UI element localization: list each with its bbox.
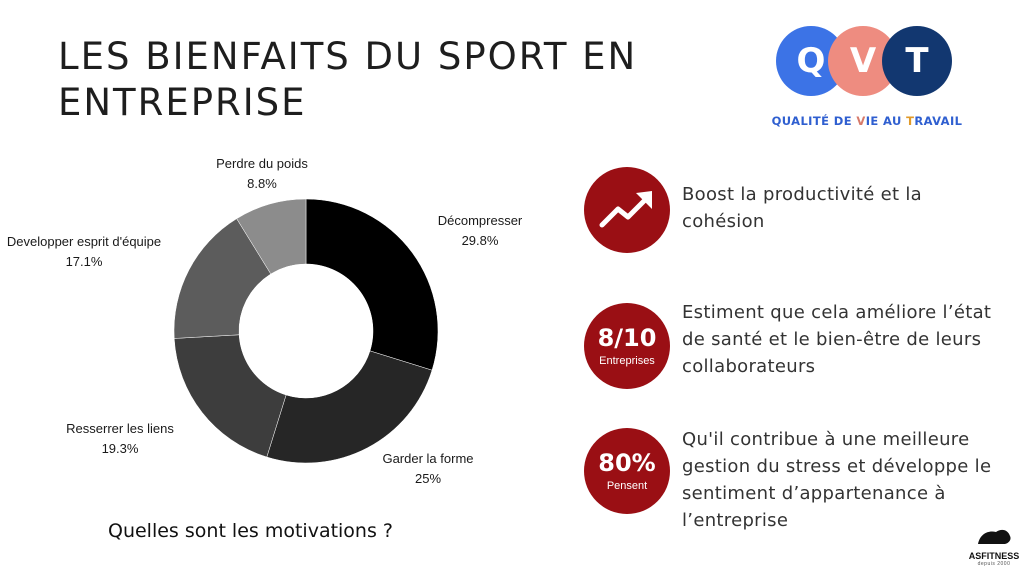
brand-since: depuis 2000 — [977, 561, 1011, 567]
slice-value-4: 8.8% — [247, 176, 277, 191]
slice-label-0: Décompresser — [438, 213, 523, 228]
slice-label-2: Resserrer les liens — [66, 421, 174, 436]
stat-badge: 8/10 Entreprises — [584, 303, 670, 389]
tagline-part: IE AU — [865, 114, 907, 128]
slice-value-0: 29.8% — [462, 233, 499, 248]
tagline-part: V — [856, 114, 866, 128]
stat-productivity: Boost la productivité et la cohésion — [584, 167, 1004, 257]
slice-label-4: Perdre du poids — [216, 156, 308, 171]
slice-value-2: 19.3% — [102, 441, 139, 456]
qvt-logo: Q V T QUALITÉ DE VIE AU TRAVAIL — [762, 20, 972, 138]
stat-text: Boost la productivité et la cohésion — [682, 184, 923, 232]
stat-unit: Entreprises — [599, 355, 655, 367]
stat-stress: 80% Pensent Qu'il contribue à une meille… — [584, 428, 1004, 531]
brand-name: ASFITNESS — [968, 551, 1020, 561]
lion-icon — [978, 529, 1011, 544]
logo-circle-t: T — [882, 26, 952, 96]
slice-label-1: Garder la forme — [382, 451, 473, 466]
trend-up-icon — [584, 167, 670, 253]
trend-up-icon-graphic — [599, 191, 652, 228]
stat-badge: 80% Pensent — [584, 428, 670, 514]
stat-value: 8/10 — [597, 324, 657, 352]
page-title: LES BIENFAITS DU SPORT EN ENTREPRISE — [58, 35, 638, 124]
stat-text: Qu'il contribue à une meilleure gestion … — [682, 429, 992, 531]
stat-value: 80% — [598, 449, 656, 477]
stat-text: Estiment que cela améliore l’état de san… — [682, 302, 992, 377]
slice-value-3: 17.1% — [66, 254, 103, 269]
slice-label-3: Developper esprit d'équipe — [7, 234, 161, 249]
slice-value-1: 25% — [415, 471, 441, 486]
donut-hole — [239, 264, 373, 398]
stat-health: 8/10 Entreprises Estiment que cela améli… — [584, 302, 1004, 393]
stat-unit: Pensent — [606, 480, 648, 492]
logo-tagline: QUALITÉ DE VIE AU TRAVAIL — [762, 114, 972, 128]
tagline-part: T — [906, 114, 915, 128]
tagline-part: QUALITÉ DE — [771, 114, 857, 128]
tagline-part: RAVAIL — [914, 114, 963, 128]
asfitness-logo: ASFITNESS depuis 2000 — [968, 526, 1020, 572]
motivation-donut-chart: Décompresser 29.8% Garder la forme 25% Resse… — [7, 156, 523, 486]
chart-caption: Quelles sont les motivations ? — [108, 520, 393, 542]
